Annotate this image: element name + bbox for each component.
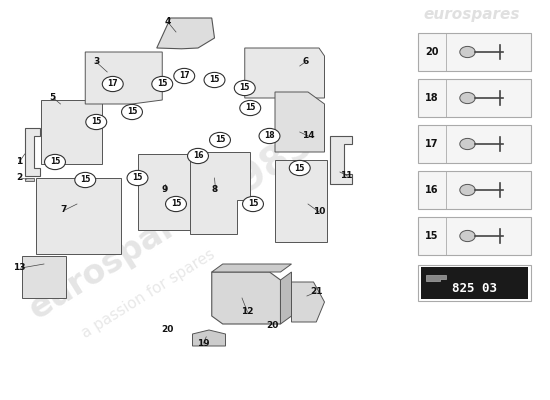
Circle shape bbox=[460, 138, 475, 150]
Circle shape bbox=[243, 196, 263, 212]
Text: 6: 6 bbox=[302, 58, 309, 66]
Text: 15: 15 bbox=[245, 104, 255, 112]
Circle shape bbox=[166, 196, 186, 212]
Polygon shape bbox=[138, 154, 190, 230]
Circle shape bbox=[122, 104, 142, 120]
Circle shape bbox=[460, 230, 475, 242]
Bar bbox=[418, 171, 531, 209]
Circle shape bbox=[460, 184, 475, 196]
Circle shape bbox=[127, 170, 148, 186]
Circle shape bbox=[174, 68, 195, 84]
Text: 8: 8 bbox=[211, 186, 218, 194]
Bar bbox=[418, 79, 531, 117]
Circle shape bbox=[289, 160, 310, 176]
Polygon shape bbox=[212, 272, 280, 324]
Text: 15: 15 bbox=[248, 200, 258, 208]
Polygon shape bbox=[280, 272, 292, 324]
Text: 15: 15 bbox=[295, 164, 305, 172]
Text: 1985: 1985 bbox=[208, 123, 320, 213]
Circle shape bbox=[460, 92, 475, 104]
Text: 15: 15 bbox=[133, 174, 142, 182]
Text: 15: 15 bbox=[127, 108, 137, 116]
Bar bbox=[418, 217, 531, 255]
Circle shape bbox=[234, 80, 255, 96]
Polygon shape bbox=[36, 178, 121, 254]
Circle shape bbox=[86, 114, 107, 130]
Text: 20: 20 bbox=[266, 322, 278, 330]
Circle shape bbox=[45, 154, 65, 170]
Text: 12: 12 bbox=[241, 308, 254, 316]
Text: 13: 13 bbox=[13, 264, 25, 272]
Text: 15: 15 bbox=[425, 231, 438, 241]
Text: 15: 15 bbox=[80, 176, 90, 184]
Text: 19: 19 bbox=[197, 340, 210, 348]
Polygon shape bbox=[41, 100, 102, 164]
Circle shape bbox=[460, 46, 475, 58]
Text: 15: 15 bbox=[240, 84, 250, 92]
Bar bbox=[421, 267, 528, 299]
Text: 15: 15 bbox=[91, 118, 101, 126]
Polygon shape bbox=[275, 92, 324, 152]
Polygon shape bbox=[25, 128, 40, 176]
Text: 4: 4 bbox=[164, 18, 171, 26]
Text: 5: 5 bbox=[49, 94, 56, 102]
Polygon shape bbox=[330, 136, 352, 184]
Text: 18: 18 bbox=[425, 93, 438, 103]
Circle shape bbox=[204, 72, 225, 88]
Text: 15: 15 bbox=[50, 158, 60, 166]
Text: a passion for spares: a passion for spares bbox=[79, 247, 218, 341]
Bar bbox=[418, 265, 531, 301]
Polygon shape bbox=[426, 275, 446, 281]
Text: 17: 17 bbox=[179, 72, 190, 80]
Text: 3: 3 bbox=[93, 58, 100, 66]
Text: 17: 17 bbox=[425, 139, 438, 149]
Circle shape bbox=[240, 100, 261, 116]
Text: 16: 16 bbox=[425, 185, 438, 195]
Text: 20: 20 bbox=[162, 326, 174, 334]
Text: 15: 15 bbox=[215, 136, 225, 144]
Text: 16: 16 bbox=[192, 152, 204, 160]
Polygon shape bbox=[85, 52, 162, 104]
Text: 21: 21 bbox=[310, 288, 322, 296]
Text: 15: 15 bbox=[171, 200, 181, 208]
Text: 15: 15 bbox=[157, 80, 167, 88]
Polygon shape bbox=[292, 282, 324, 322]
Circle shape bbox=[188, 148, 208, 164]
Polygon shape bbox=[25, 178, 34, 181]
Text: 1: 1 bbox=[16, 158, 23, 166]
Text: 10: 10 bbox=[313, 208, 325, 216]
Text: 9: 9 bbox=[162, 186, 168, 194]
Polygon shape bbox=[22, 256, 66, 298]
Text: 2: 2 bbox=[16, 174, 23, 182]
Text: 7: 7 bbox=[60, 206, 67, 214]
Polygon shape bbox=[157, 18, 215, 49]
Polygon shape bbox=[245, 48, 324, 98]
Text: 11: 11 bbox=[340, 172, 353, 180]
Text: 18: 18 bbox=[264, 132, 275, 140]
Text: 20: 20 bbox=[425, 47, 438, 57]
Polygon shape bbox=[275, 160, 327, 242]
Circle shape bbox=[210, 132, 230, 148]
Circle shape bbox=[75, 172, 96, 188]
Polygon shape bbox=[212, 264, 292, 272]
Circle shape bbox=[102, 76, 123, 92]
Text: eurospares: eurospares bbox=[424, 6, 520, 22]
Text: 825 03: 825 03 bbox=[452, 282, 497, 296]
Text: eurospares: eurospares bbox=[23, 186, 219, 326]
Circle shape bbox=[152, 76, 173, 92]
Text: 17: 17 bbox=[107, 80, 118, 88]
Bar bbox=[418, 33, 531, 71]
Bar bbox=[418, 125, 531, 163]
Polygon shape bbox=[190, 152, 250, 234]
Text: 15: 15 bbox=[210, 76, 219, 84]
Text: 14: 14 bbox=[302, 132, 314, 140]
Polygon shape bbox=[192, 330, 226, 346]
Circle shape bbox=[259, 128, 280, 144]
